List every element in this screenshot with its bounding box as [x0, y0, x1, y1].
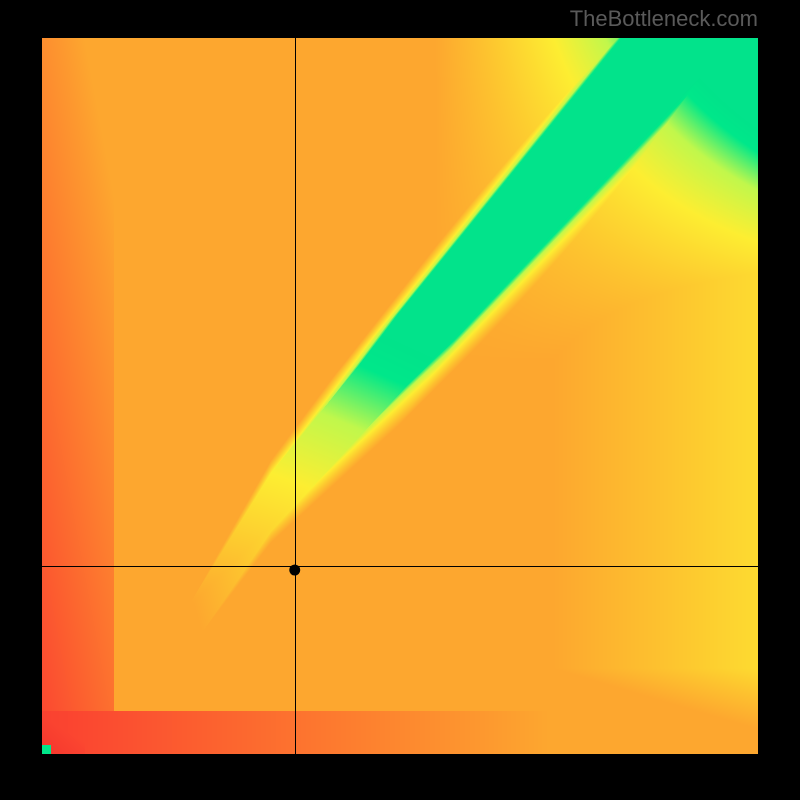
chart-container: TheBottleneck.com [0, 0, 800, 800]
watermark-text: TheBottleneck.com [570, 6, 758, 32]
heatmap-plot [42, 38, 758, 754]
heatmap-canvas [42, 38, 758, 754]
